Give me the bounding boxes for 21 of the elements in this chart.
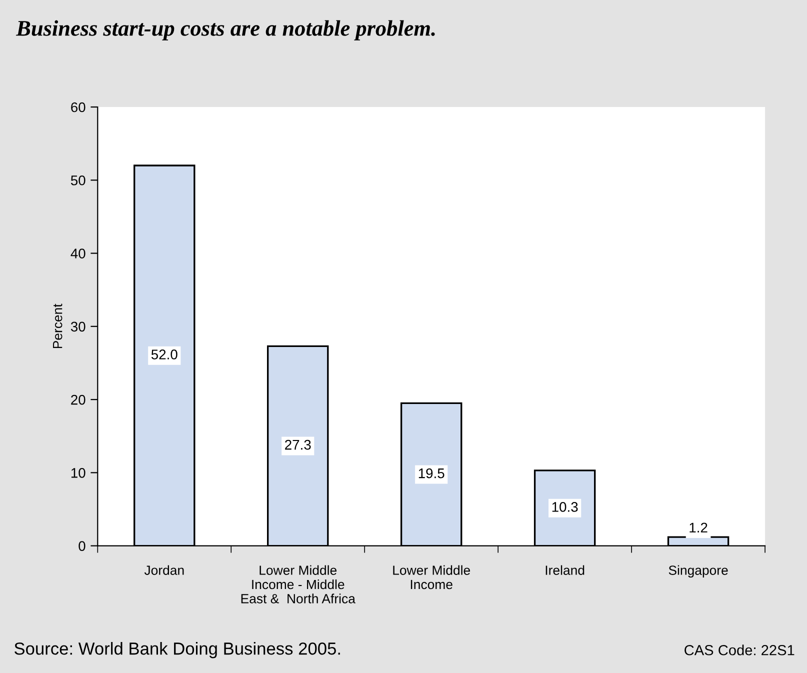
y-tick-label: 0: [78, 541, 86, 551]
source-note: Source: World Bank Doing Business 2005.: [14, 642, 340, 658]
x-tick-label: Ireland: [546, 565, 584, 575]
data-label: 52.0: [151, 350, 178, 360]
y-tick-label: 50: [70, 175, 86, 186]
y-tick-label: 20: [71, 394, 86, 405]
y-tick-label: 60: [71, 102, 86, 112]
data-label: 19.5: [418, 468, 444, 478]
chart-title: Business start-up costs are a notable problem.: [16, 20, 435, 40]
y-tick-label: 10: [71, 468, 86, 478]
x-tick-label: Lower Middle Income: [393, 565, 470, 590]
x-tick-label: Singapore: [668, 565, 728, 578]
x-tick-label: Jordan: [144, 565, 184, 575]
data-label: 27.3: [285, 440, 311, 450]
data-label: 10.3: [552, 502, 578, 512]
y-tick-label: 40: [70, 248, 86, 258]
y-tick-label: 30: [70, 322, 86, 332]
text: CAS Code: 22S1: [684, 644, 794, 656]
data-label: 1.2: [690, 522, 708, 532]
x-tick-label: Lower Middle Income - Middle East & North Africa: [241, 565, 356, 604]
y-axis-title: Percent: [53, 304, 62, 348]
